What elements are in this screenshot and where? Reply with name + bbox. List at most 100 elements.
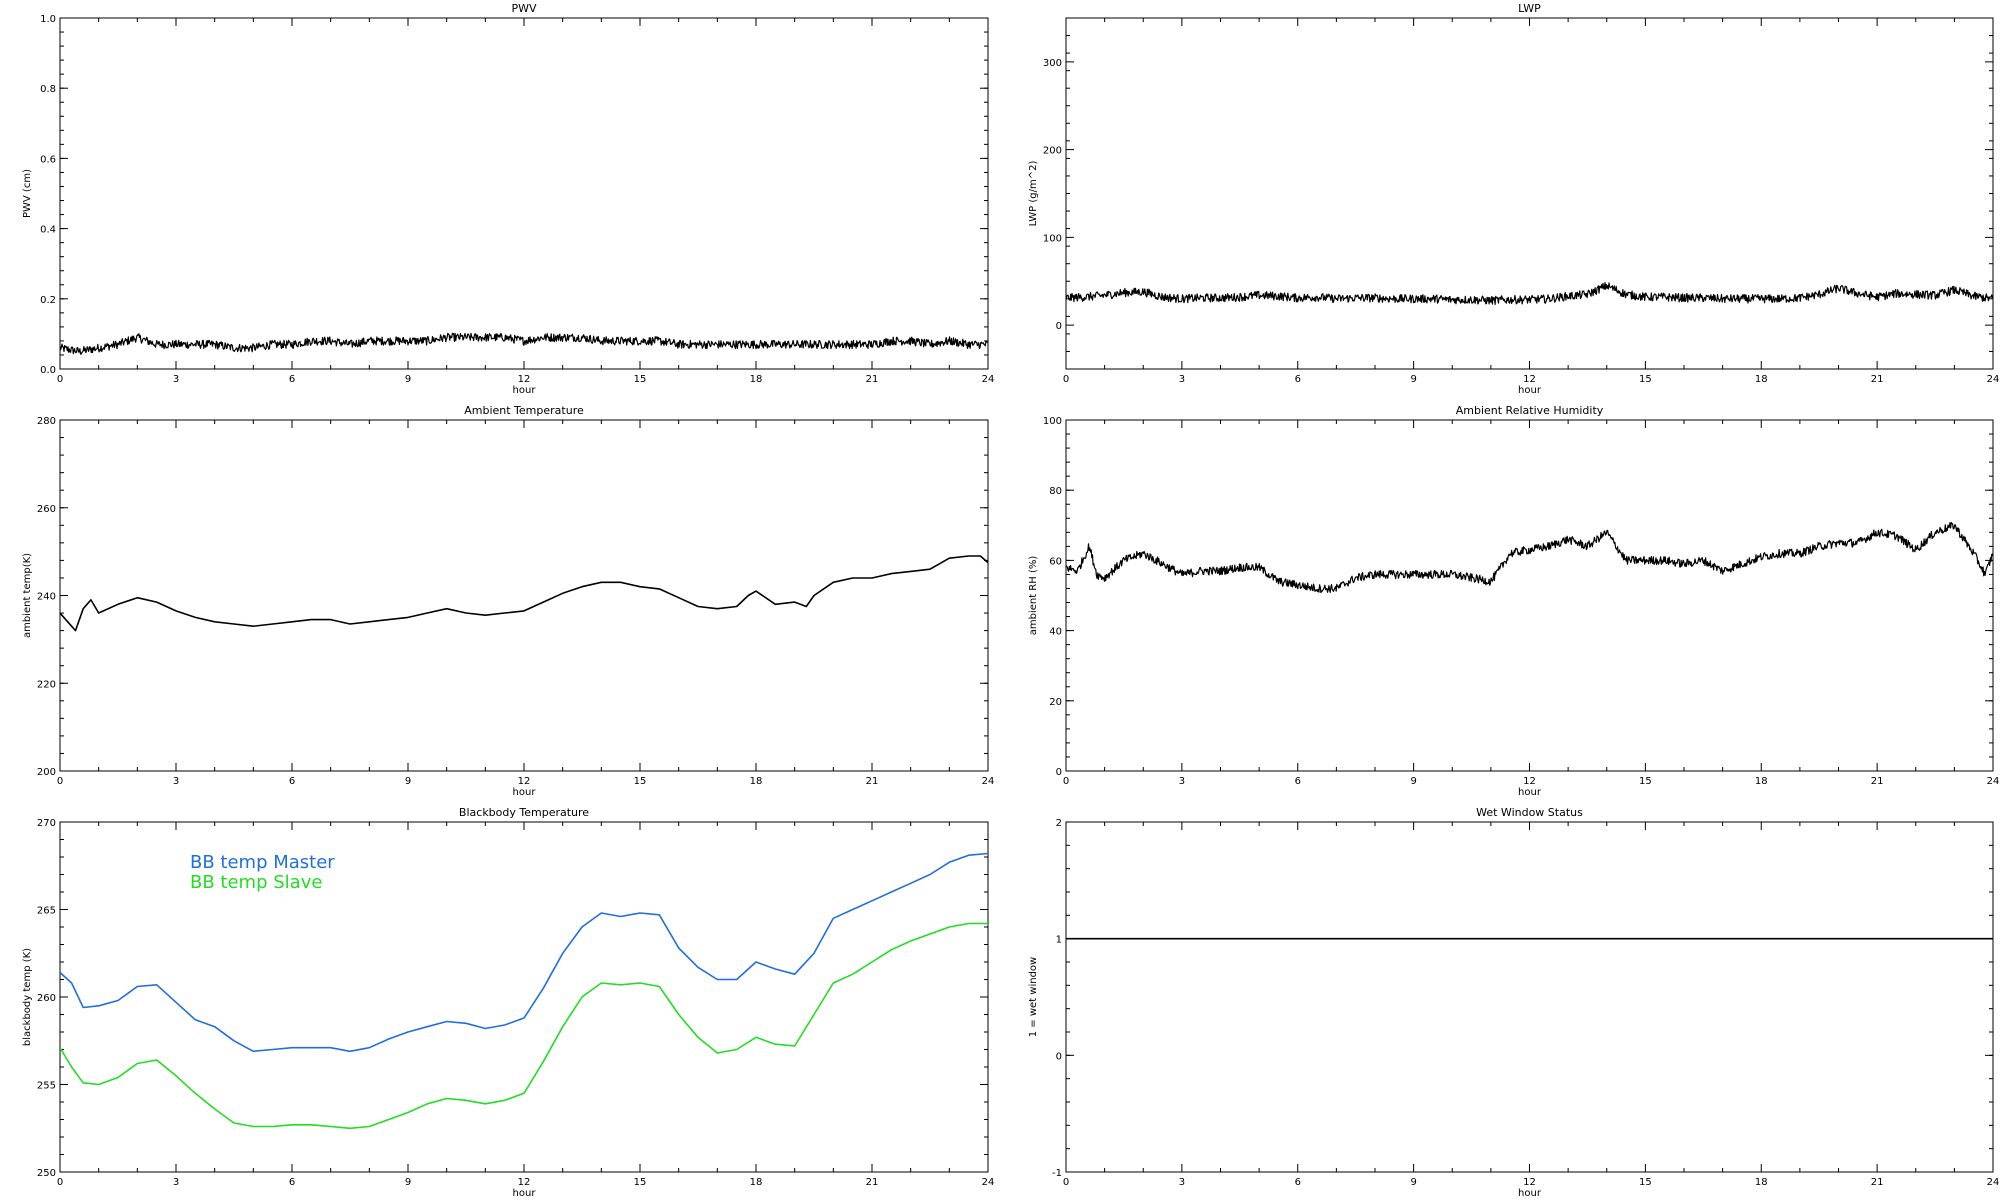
x-tick-label: 21 (866, 1177, 879, 1188)
plot-area (60, 555, 988, 632)
y-tick-label: 2 (1056, 818, 1062, 829)
x-tick-label: 24 (1987, 374, 2000, 385)
y-tick-label: 1.0 (40, 14, 56, 25)
series-line-1 (60, 555, 988, 632)
plot-frame (1065, 17, 1994, 370)
y-tick-label: 0.4 (40, 225, 56, 236)
chart-title: Wet Window Status (1476, 806, 1583, 819)
y-tick-label: 80 (1049, 486, 1062, 497)
chart-panel: Ambient Relative Humidity 0 3 6 9 12 15 18 21 24 0… (1028, 404, 1999, 798)
plot-area (1066, 521, 1993, 594)
plot-area (60, 332, 988, 355)
x-tick-label: 6 (289, 374, 295, 385)
x-tick-label: 21 (1871, 776, 1884, 787)
x-tick-label: 21 (1871, 374, 1884, 385)
chart-title: Blackbody Temperature (459, 806, 589, 819)
y-tick-label: 0.6 (40, 154, 56, 165)
y-tick-label: 200 (37, 767, 56, 778)
series-line-1 (1066, 521, 1993, 594)
plot-frame (1065, 419, 1994, 772)
plot-frame (59, 419, 989, 772)
y-tick-label: 260 (37, 504, 56, 515)
y-tick-label: 0 (1056, 1051, 1062, 1062)
y-axis-label: LWP (g/m^2) (1028, 161, 1039, 227)
y-tick-label: 0 (1056, 767, 1062, 778)
x-tick-label: 12 (1523, 776, 1536, 787)
y-axis-label: ambient temp(K) (22, 553, 33, 638)
x-tick-label: 18 (750, 1177, 763, 1188)
y-tick-label: 220 (37, 679, 56, 690)
y-tick-label: 0.8 (40, 84, 56, 95)
x-tick-label: 12 (1523, 1177, 1536, 1188)
y-tick-label: 100 (1043, 233, 1062, 244)
x-tick-label: 3 (1179, 374, 1185, 385)
plot-area (1066, 282, 1993, 305)
x-tick-label: 18 (1755, 374, 1768, 385)
x-tick-label: 24 (982, 1177, 995, 1188)
y-tick-label: 265 (37, 906, 56, 917)
x-tick-label: 12 (518, 1177, 531, 1188)
x-tick-label: 3 (1179, 776, 1185, 787)
y-axis-label: 1 = wet window (1028, 957, 1039, 1037)
plot-area (60, 852, 988, 1130)
x-tick-label: 24 (1987, 776, 2000, 787)
y-tick-label: 240 (37, 592, 56, 603)
x-tick-label: 15 (1639, 1177, 1652, 1188)
chart-title: Ambient Relative Humidity (1456, 404, 1604, 417)
x-tick-label: 6 (289, 1177, 295, 1188)
y-tick-label: 250 (37, 1168, 56, 1179)
chart-panel: LWP 0 3 6 9 12 15 18 21 24 0 100 200 300 hour LWP (g/m^… (1028, 2, 1999, 396)
x-tick-label: 0 (57, 374, 63, 385)
x-tick-label: 18 (1755, 776, 1768, 787)
x-tick-label: 9 (405, 1177, 411, 1188)
y-tick-label: 20 (1049, 697, 1062, 708)
chart-panel: Blackbody Temperature 0 3 6 9 12 15 18 21 24 250 25… (22, 806, 994, 1199)
plot-frame (1065, 821, 1994, 1173)
chart-title: PWV (511, 2, 537, 15)
x-tick-label: 15 (1639, 776, 1652, 787)
chart-title: LWP (1518, 2, 1541, 15)
series-line-1 (60, 852, 988, 1053)
x-tick-label: 0 (1063, 776, 1069, 787)
y-axis-label: ambient RH (%) (1028, 556, 1039, 636)
legend-entry: BB temp Master (190, 852, 335, 873)
chart-panel: Ambient Temperature 0 3 6 9 12 15 18 21 24 200 220 2… (22, 404, 994, 798)
x-tick-label: 18 (750, 374, 763, 385)
x-tick-label: 9 (1410, 776, 1416, 787)
y-tick-label: 200 (1043, 146, 1062, 157)
x-tick-label: 21 (866, 776, 879, 787)
series-line-2 (60, 922, 988, 1130)
x-tick-label: 15 (634, 1177, 647, 1188)
y-tick-label: 0.2 (40, 295, 56, 306)
y-tick-label: 0.0 (40, 365, 56, 376)
x-tick-label: 6 (289, 776, 295, 787)
x-tick-label: 24 (982, 776, 995, 787)
x-tick-label: 9 (405, 776, 411, 787)
y-tick-label: 255 (37, 1081, 56, 1092)
y-axis-label: blackbody temp (K) (22, 948, 33, 1046)
x-tick-label: 21 (866, 374, 879, 385)
y-tick-label: 300 (1043, 58, 1062, 69)
x-tick-label: 18 (750, 776, 763, 787)
x-tick-label: 6 (1295, 776, 1301, 787)
y-tick-label: 280 (37, 416, 56, 427)
x-tick-label: 0 (1063, 374, 1069, 385)
x-axis-label: hour (1518, 787, 1542, 798)
y-tick-label: 40 (1049, 627, 1062, 638)
x-tick-label: 24 (982, 374, 995, 385)
x-tick-label: 24 (1987, 1177, 2000, 1188)
x-axis-label: hour (513, 787, 537, 798)
x-tick-label: 12 (518, 374, 531, 385)
x-tick-label: 9 (1410, 374, 1416, 385)
x-axis-label: hour (1518, 1188, 1542, 1199)
x-tick-label: 21 (1871, 1177, 1884, 1188)
x-tick-label: 3 (173, 1177, 179, 1188)
x-tick-label: 18 (1755, 1177, 1768, 1188)
y-tick-label: 60 (1049, 556, 1062, 567)
x-tick-label: 12 (1523, 374, 1536, 385)
series-line-1 (1066, 282, 1993, 305)
plot-frame (59, 17, 989, 370)
y-tick-label: -1 (1052, 1168, 1062, 1179)
